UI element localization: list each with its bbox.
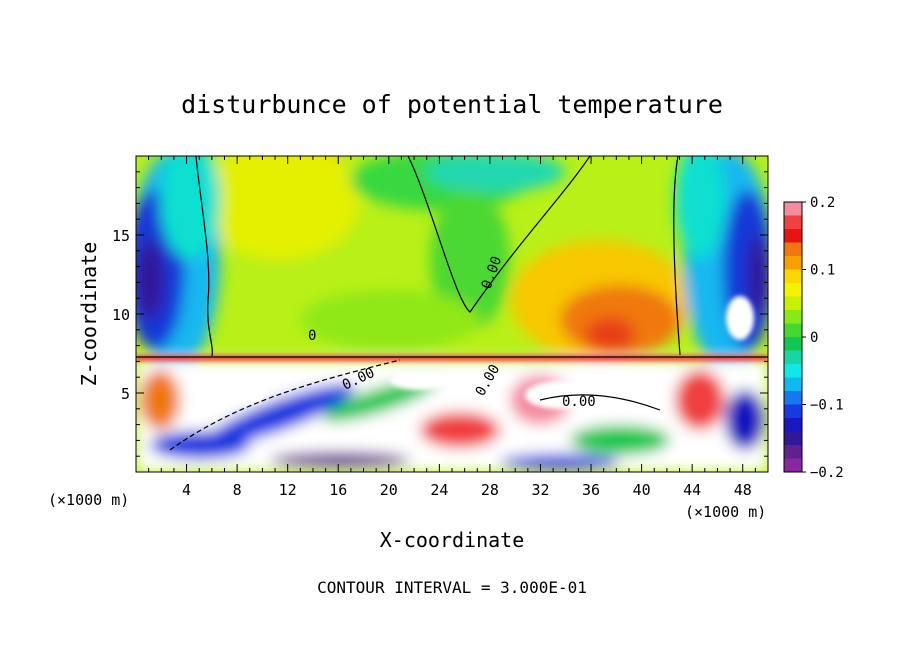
contour-interval-note: CONTOUR INTERVAL = 3.000E-01 [317, 578, 587, 597]
x-tick-label: 44 [683, 481, 701, 499]
colorbar-swatch [784, 391, 802, 405]
x-tick-label: 20 [380, 481, 398, 499]
colorbar-swatch [784, 404, 802, 419]
x-tick-label: 48 [734, 481, 752, 499]
colorbar: 0.2 0.1 0 −0.1 −0.2 [783, 195, 844, 481]
colorbar-swatch [784, 283, 802, 297]
colorbar-swatch [784, 256, 802, 270]
heatmap-field [136, 156, 768, 472]
chart-title: disturbunce of potential temperature [181, 90, 723, 119]
colorbar-swatch [784, 364, 802, 378]
x-axis-label: X-coordinate [380, 528, 525, 552]
colorbar-swatch [784, 350, 802, 365]
y-axis-label: Z-coordinate [77, 242, 101, 387]
x-axis: 4 8 12 16 20 24 28 32 36 40 44 48 [135, 156, 769, 499]
x-tick-label: 40 [633, 481, 651, 499]
y-tick-label: 10 [112, 306, 130, 324]
colorbar-swatch [784, 445, 802, 459]
contour-label: 0 [308, 328, 316, 344]
colorbar-swatch [784, 458, 802, 473]
x-tick-label: 32 [531, 481, 549, 499]
colorbar-swatch [784, 229, 802, 243]
x-tick-label: 12 [279, 481, 297, 499]
colorbar-swatch [784, 323, 802, 338]
colorbar-tick-label: 0.2 [810, 195, 835, 211]
colorbar-swatch [784, 296, 802, 311]
contour-label: 0.00 [562, 394, 596, 410]
x-tick-label: 4 [182, 481, 191, 499]
colorbar-tick-label: 0 [810, 330, 818, 346]
colorbar-swatch [784, 242, 802, 257]
x-unit-label-right: (×1000 m) [685, 503, 766, 521]
x-tick-label: 8 [233, 481, 242, 499]
zero-contours [136, 156, 768, 451]
colorbar-swatch [784, 215, 802, 230]
x-unit-label: (×1000 m) [48, 491, 129, 509]
x-tick-label: 24 [430, 481, 448, 499]
colorbar-swatch [784, 431, 802, 446]
colorbar-tick-label: −0.2 [810, 465, 844, 481]
colorbar-swatch [784, 337, 802, 351]
colorbar-tick-label: −0.1 [810, 398, 844, 414]
x-tick-label: 28 [481, 481, 499, 499]
x-tick-label: 36 [582, 481, 600, 499]
colorbar-swatch [784, 269, 802, 284]
x-tick-label: 16 [329, 481, 347, 499]
colorbar-swatch [784, 202, 802, 216]
y-tick-label: 15 [112, 227, 130, 245]
colorbar-swatch [784, 418, 802, 432]
y-tick-label: 5 [121, 385, 130, 403]
colorbar-swatch [784, 377, 802, 392]
colorbar-swatch [784, 310, 802, 324]
colorbar-tick-label: 0.1 [810, 263, 835, 279]
y-axis: 5 10 15 [112, 171, 768, 457]
